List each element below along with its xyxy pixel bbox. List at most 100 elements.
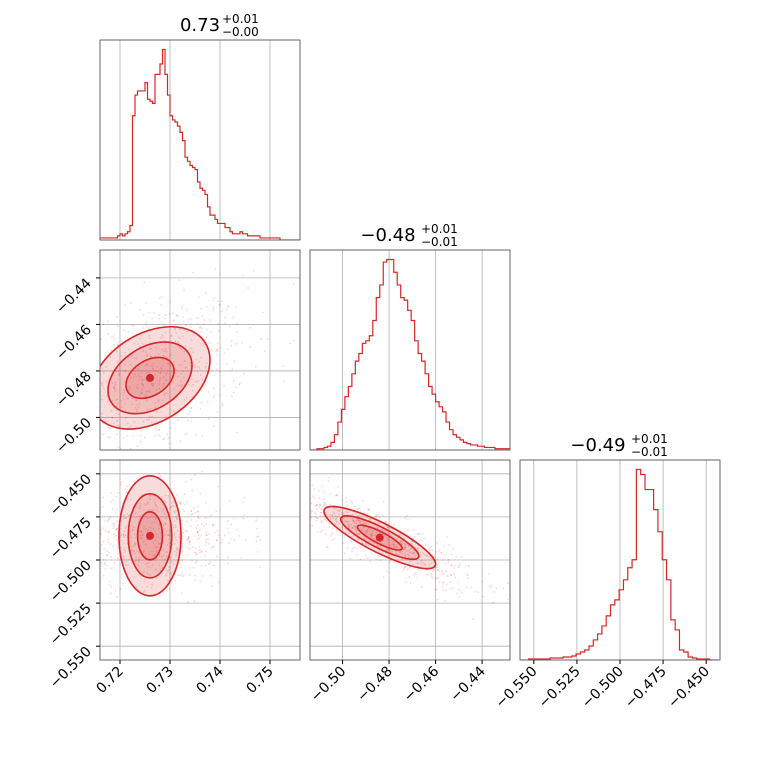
sample-point (108, 427, 111, 429)
sample-point (150, 347, 153, 350)
sample-point (145, 562, 148, 565)
sample-point (186, 520, 189, 523)
sample-point (379, 559, 382, 562)
sample-point (177, 315, 180, 318)
sample-point (102, 574, 105, 577)
sample-point (365, 543, 368, 545)
sample-point (426, 573, 429, 576)
sample-point (100, 544, 103, 546)
sample-point (154, 369, 157, 372)
sample-point (112, 386, 115, 388)
sample-point (112, 422, 115, 425)
sample-point (215, 555, 218, 558)
sample-point (441, 570, 444, 573)
sample-point (400, 539, 403, 542)
sample-point (404, 544, 407, 546)
sample-point (174, 579, 177, 582)
sample-point (108, 518, 110, 521)
sample-point (410, 547, 412, 550)
sample-point (232, 391, 235, 394)
sample-point (206, 305, 209, 308)
sample-point (366, 529, 369, 532)
sample-point (158, 523, 160, 525)
sample-point (351, 550, 353, 553)
sample-point (467, 574, 469, 577)
sample-point (247, 498, 249, 500)
sample-point (362, 523, 365, 525)
sample-point (125, 491, 128, 494)
sample-point (75, 507, 77, 509)
sample-point (190, 318, 193, 321)
sample-point (183, 493, 186, 496)
sample-point (141, 388, 144, 391)
sample-point (49, 583, 51, 585)
sample-point (422, 552, 424, 554)
sample-point (175, 515, 178, 518)
sample-point (302, 498, 304, 500)
sample-point (189, 567, 191, 569)
sample-point (146, 565, 149, 568)
sample-point (424, 554, 427, 556)
sample-point (353, 525, 356, 528)
sample-point (186, 530, 189, 533)
sample-point (185, 432, 188, 435)
sample-point (325, 520, 328, 522)
sample-point (168, 534, 171, 537)
x1-label-0: −0.50 (308, 664, 350, 706)
sample-point (370, 535, 372, 538)
sample-point (142, 383, 145, 386)
sample-point (408, 576, 411, 578)
sample-point (154, 503, 157, 506)
sample-point (135, 400, 137, 403)
sample-point (388, 543, 391, 546)
sample-point (152, 555, 154, 557)
sample-point (395, 545, 397, 548)
sample-point (189, 361, 192, 364)
sample-point (301, 511, 303, 513)
sample-point (392, 540, 394, 543)
sample-point (323, 498, 326, 501)
sample-point (443, 581, 445, 584)
sample-point (133, 533, 136, 535)
panel-frame (309, 459, 511, 661)
sample-point (120, 481, 123, 483)
sample-point (165, 392, 168, 395)
sample-point (464, 564, 467, 567)
sample-point (370, 540, 372, 543)
sample-point (406, 553, 409, 556)
sample-point (155, 533, 158, 535)
sample-point (162, 507, 165, 510)
sample-point (184, 360, 187, 363)
sample-point (86, 450, 88, 452)
sample-point (358, 532, 361, 535)
sample-point (161, 384, 164, 387)
sample-point (137, 343, 139, 345)
sample-point (131, 324, 133, 327)
sample-point (143, 281, 146, 284)
sample-point (296, 501, 298, 503)
sample-point (178, 346, 181, 348)
sample-point (191, 559, 193, 562)
sample-point (260, 337, 262, 340)
sample-point (134, 542, 136, 544)
sample-point (449, 587, 452, 590)
sample-point (149, 574, 152, 577)
sample-point (490, 585, 493, 588)
sample-point (136, 410, 139, 413)
sample-point (372, 530, 374, 533)
sample-point (185, 396, 188, 399)
sample-point (421, 563, 424, 566)
sample-point (190, 519, 193, 521)
sample-point (76, 405, 78, 407)
sample-point (177, 573, 180, 576)
sample-point (98, 525, 100, 527)
sample-point (199, 529, 201, 532)
sample-point (365, 522, 368, 524)
sample-point (120, 533, 123, 536)
sample-point (438, 580, 441, 583)
sample-point (336, 516, 338, 519)
sample-point (204, 365, 207, 368)
sample-point (207, 538, 209, 541)
sample-point (204, 383, 207, 386)
sample-point (386, 531, 389, 533)
